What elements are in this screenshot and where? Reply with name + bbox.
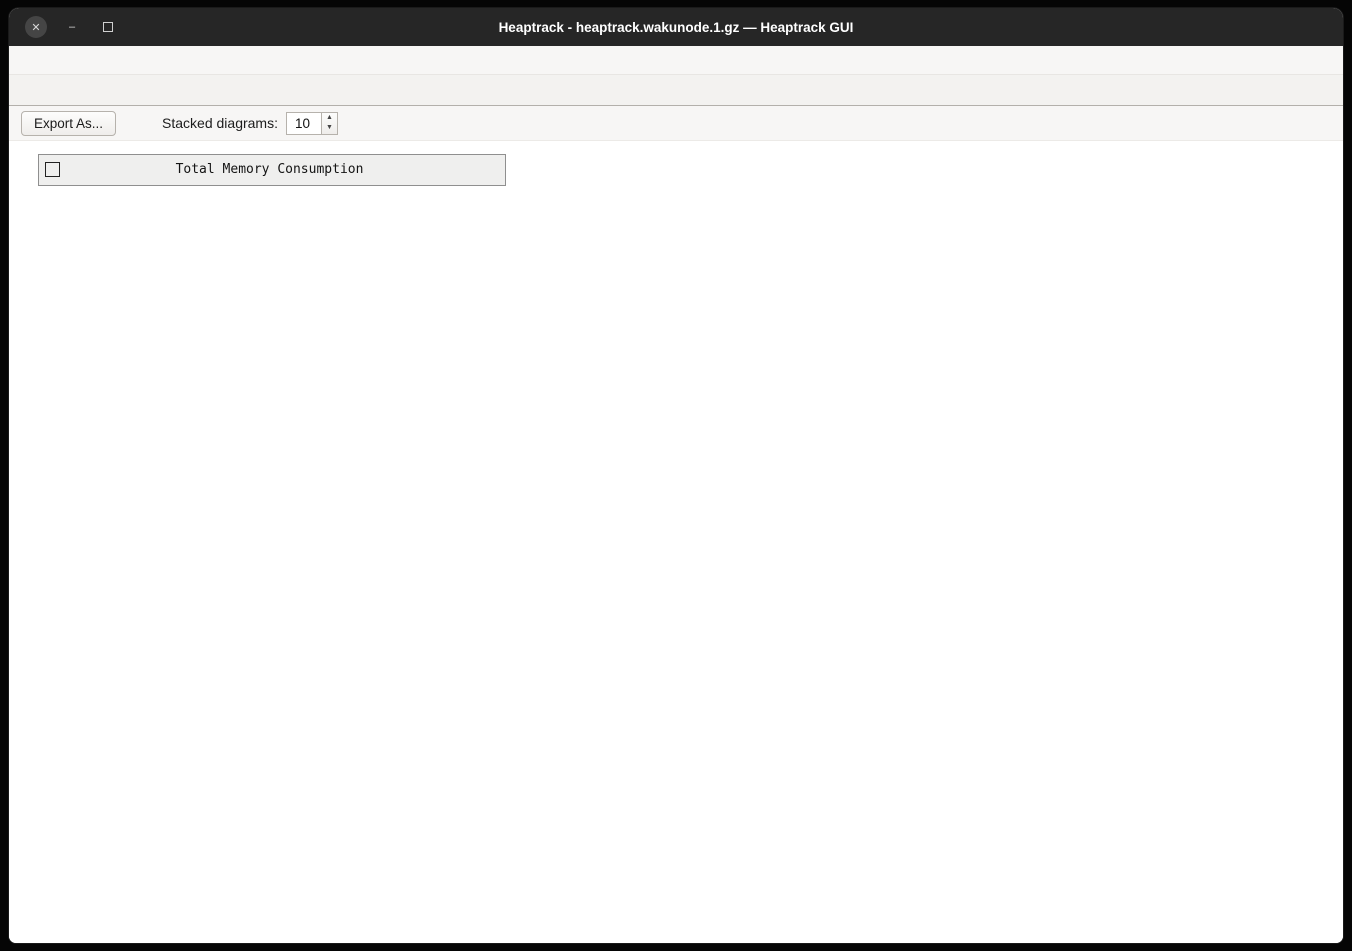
tabbar — [9, 75, 1343, 106]
heaptrack-window: ✕ – Heaptrack - heaptrack.wakunode.1.gz … — [9, 8, 1343, 943]
chart-panel: Total Memory Consumption — [9, 141, 1343, 943]
export-as-button[interactable]: Export As... — [21, 110, 117, 136]
maximize-button[interactable] — [97, 16, 119, 38]
legend-swatch-total-memory — [45, 161, 60, 177]
spinbox-up-arrow[interactable]: ▲ — [325, 113, 333, 121]
stacked-diagrams-label: Stacked diagrams: — [162, 115, 278, 131]
close-button[interactable]: ✕ — [25, 16, 47, 38]
window-controls: ✕ – — [9, 16, 119, 38]
spinbox-arrows: ▲ ▼ — [321, 111, 338, 135]
toolbar: Export As... Stacked diagrams: 10 ▲ ▼ — [9, 106, 1343, 141]
close-icon: ✕ — [31, 21, 41, 34]
maximize-icon — [103, 22, 113, 32]
spinbox-down-arrow[interactable]: ▼ — [325, 123, 333, 131]
menubar — [9, 46, 1343, 75]
spinbox-value[interactable]: 10 — [285, 111, 322, 135]
legend-title-row: Total Memory Consumption — [39, 158, 505, 180]
minimize-button[interactable]: – — [61, 16, 83, 38]
stacked-diagrams-spinbox[interactable]: 10 ▲ ▼ — [285, 111, 338, 135]
minimize-icon: – — [68, 21, 76, 33]
titlebar: ✕ – Heaptrack - heaptrack.wakunode.1.gz … — [9, 8, 1343, 46]
stacked-diagrams-control: Stacked diagrams: 10 ▲ ▼ — [162, 111, 338, 135]
chart-legend: Total Memory Consumption — [38, 154, 506, 186]
window-title: Heaptrack - heaptrack.wakunode.1.gz — He… — [498, 19, 854, 35]
memory-consumption-chart[interactable] — [9, 141, 1343, 943]
legend-title: Total Memory Consumption — [175, 161, 364, 177]
